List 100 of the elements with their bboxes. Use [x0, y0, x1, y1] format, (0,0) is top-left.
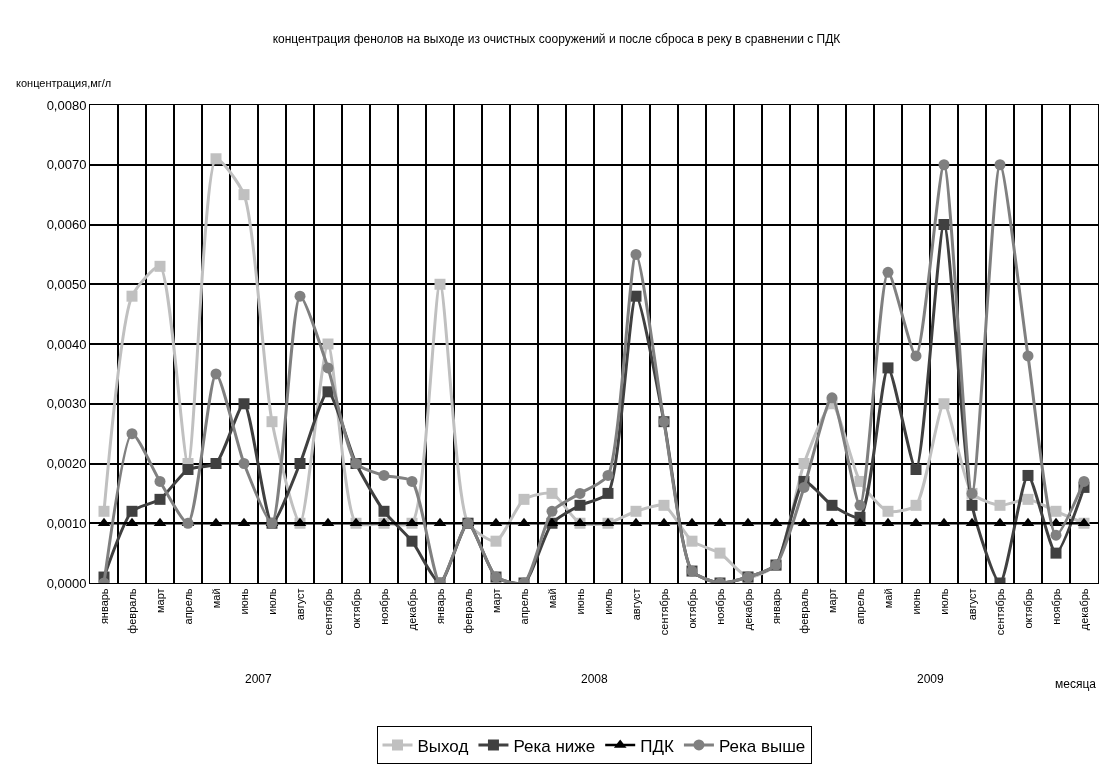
- x-tick-label: ноябрь: [1049, 588, 1062, 625]
- x-tick-label: июль: [601, 588, 614, 615]
- point: [1022, 493, 1034, 505]
- x-tick-label: июнь: [573, 588, 586, 615]
- x-tick-label: октябрь: [1021, 588, 1034, 629]
- point: [910, 499, 922, 511]
- point: [210, 368, 222, 380]
- x-tick-label: август: [965, 588, 978, 621]
- point: [210, 458, 222, 469]
- point: [1022, 469, 1034, 481]
- x-tick-label: апрель: [853, 588, 866, 625]
- x-tick-label: февраль: [461, 588, 474, 634]
- point: [910, 463, 922, 475]
- point: [994, 159, 1006, 171]
- point: [182, 463, 194, 475]
- point: [910, 350, 922, 362]
- point: [294, 290, 306, 302]
- point: [154, 493, 166, 505]
- x-tick-label: сентябрь: [657, 588, 670, 636]
- point: [1078, 475, 1090, 487]
- point: [994, 499, 1006, 511]
- point: [882, 266, 894, 278]
- point: [826, 499, 838, 511]
- x-tick-label: март: [489, 588, 502, 614]
- x-tick-label: март: [825, 588, 838, 614]
- point: [154, 475, 166, 487]
- point: [294, 458, 306, 469]
- point: [602, 469, 614, 481]
- x-tick-label: июль: [265, 588, 278, 615]
- point: [126, 505, 138, 517]
- x-tick-label: август: [293, 588, 306, 621]
- x-tick-label: ноябрь: [377, 588, 390, 625]
- x-tick-label: декабрь: [1077, 588, 1090, 631]
- x-tick-label: декабрь: [741, 588, 754, 631]
- x-tick-label: сентябрь: [993, 588, 1006, 636]
- y-tick-label: 0,0040: [46, 336, 87, 352]
- point: [1022, 350, 1034, 362]
- text: 2008: [581, 672, 609, 686]
- y-tick-label: 0,0080: [46, 97, 87, 113]
- point: [1050, 547, 1062, 559]
- point: [546, 487, 558, 499]
- point: [126, 428, 138, 440]
- y-tick-label: 0,0070: [46, 157, 87, 173]
- point: [630, 290, 642, 302]
- legend-label: Река ниже: [513, 736, 596, 756]
- chart-title: концентрация фенолов на выходе из очистных сооружений и после сброса в реку в сравнении с ПДК: [272, 32, 841, 47]
- point: [98, 505, 110, 517]
- point: [322, 338, 334, 350]
- x-tick-label: декабрь: [405, 588, 418, 631]
- y-tick-label: 0,0050: [46, 276, 87, 292]
- x-tick-label: январь: [769, 588, 782, 625]
- point: [938, 159, 950, 171]
- y-tick-label: 0,0030: [46, 396, 87, 412]
- point: [126, 290, 138, 302]
- x-tick-label: июнь: [909, 588, 922, 615]
- x-tick-label: май: [545, 588, 558, 609]
- point: [798, 458, 810, 469]
- x-tick-label: июль: [937, 588, 950, 615]
- point: [546, 505, 558, 517]
- point: [574, 487, 586, 499]
- point: [1050, 505, 1062, 517]
- text: 2009: [917, 672, 945, 686]
- point: [406, 475, 418, 487]
- point: [882, 362, 894, 374]
- point: [322, 362, 334, 374]
- x-tick-label: апрель: [181, 588, 194, 625]
- point: [238, 458, 250, 469]
- x-tick-label: август: [629, 588, 642, 621]
- point: [938, 398, 950, 410]
- y-axis-title: концентрация,мг/л: [16, 77, 112, 89]
- point: [826, 392, 838, 404]
- point: [602, 487, 614, 499]
- point: [210, 153, 222, 165]
- y-tick-label: 0,0020: [46, 456, 87, 472]
- point: [798, 481, 810, 493]
- point: [266, 416, 278, 428]
- point: [490, 535, 502, 547]
- point: [658, 499, 670, 511]
- point: [714, 547, 726, 559]
- point: [378, 469, 390, 481]
- point: [966, 499, 978, 511]
- point: [238, 189, 250, 201]
- point: [630, 248, 642, 260]
- x-tick-label: январь: [97, 588, 110, 625]
- legend-label: ПДК: [640, 736, 674, 756]
- point: [854, 499, 866, 511]
- y-tick-label: 0,0060: [46, 217, 87, 233]
- point: [378, 505, 390, 517]
- point: [938, 219, 950, 230]
- legend-label: Река выше: [718, 736, 806, 756]
- point: [238, 398, 250, 410]
- x-tick-label: апрель: [517, 588, 530, 625]
- text: 2007: [245, 672, 273, 686]
- x-axis-title: месяца: [1055, 677, 1097, 691]
- x-tick-label: июнь: [237, 588, 250, 615]
- x-tick-label: ноябрь: [713, 588, 726, 625]
- x-tick-label: январь: [433, 588, 446, 625]
- x-tick-label: май: [209, 588, 222, 609]
- point: [1050, 529, 1062, 541]
- point: [630, 505, 642, 517]
